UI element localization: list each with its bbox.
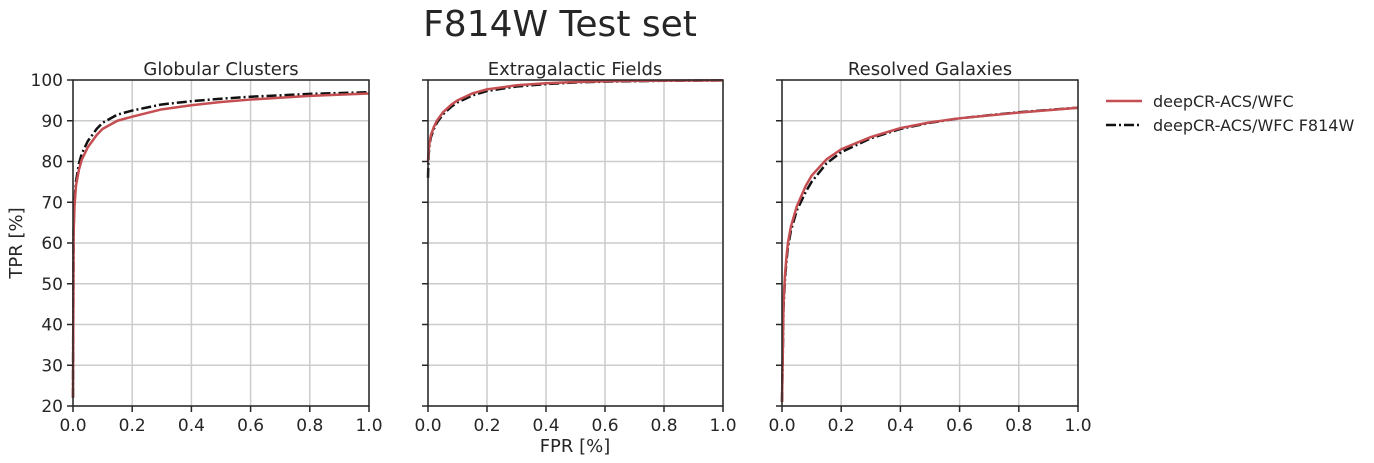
x-tick-label: 0.6 <box>946 416 973 436</box>
x-tick-label: 0.8 <box>296 416 323 436</box>
grid <box>427 79 724 407</box>
panel-title: Extragalactic Fields <box>488 59 663 80</box>
x-tick-label: 0.0 <box>59 416 86 436</box>
y-tick-label: 70 <box>41 193 63 213</box>
y-tick-label: 60 <box>41 234 63 254</box>
x-tick-label: 0.8 <box>1005 416 1032 436</box>
panel-title: Globular Clusters <box>143 59 298 80</box>
series-group <box>426 79 724 178</box>
x-axis-label: FPR [%] <box>540 436 611 457</box>
panel-title: Resolved Galaxies <box>848 59 1012 80</box>
x-tick-label: 0.4 <box>532 416 559 436</box>
series-group <box>780 106 1079 402</box>
series-line-deepcr <box>426 79 724 162</box>
series-line-deepcr-f814w <box>780 106 1079 402</box>
ticks: 0.0 0.2 0.4 0.6 0.8 1.0 <box>768 79 1092 436</box>
x-tick-label: 1.0 <box>709 416 736 436</box>
grid <box>72 79 370 407</box>
x-tick-label: 0.4 <box>887 416 914 436</box>
ticks: 0.0 0.2 0.4 0.6 0.8 1.0 20 30 40 50 60 70 80 90 100 <box>31 71 383 436</box>
x-tick-label: 0.4 <box>178 416 205 436</box>
ticks: 0.0 0.2 0.4 0.6 0.8 1.0 <box>414 79 737 436</box>
legend-label: deepCR-ACS/WFC <box>1153 92 1294 111</box>
panel-globular-clusters: Globular Clusters 0.0 0.2 0.4 0.6 0.8 1.0 20 30… <box>6 59 383 436</box>
x-tick-label: 0.0 <box>414 416 441 436</box>
y-axis-label: TPR [%] <box>6 207 27 279</box>
series-line-deepcr-f814w <box>426 79 724 178</box>
y-tick-label: 100 <box>31 71 63 91</box>
y-tick-label: 80 <box>41 153 63 173</box>
x-tick-label: 0.2 <box>473 416 500 436</box>
series-line-deepcr-f814w <box>71 90 370 398</box>
grid <box>781 79 1079 407</box>
series-line-deepcr <box>780 106 1079 402</box>
y-tick-label: 50 <box>41 275 63 295</box>
y-tick-label: 90 <box>41 112 63 132</box>
y-tick-label: 30 <box>41 356 63 376</box>
figure-title: F814W Test set <box>423 4 697 45</box>
x-tick-label: 0.2 <box>828 416 855 436</box>
x-tick-label: 1.0 <box>355 416 382 436</box>
x-tick-label: 0.8 <box>650 416 677 436</box>
x-tick-label: 0.6 <box>591 416 618 436</box>
x-tick-label: 0.2 <box>119 416 146 436</box>
panel-extragalactic-fields: Extragalactic Fields 0.0 0.2 0.4 0.6 0.8 1.0 … <box>414 59 736 457</box>
panel-resolved-galaxies: Resolved Galaxies 0.0 0.2 0.4 0.6 0.8 1.0 <box>768 59 1091 436</box>
series-line-deepcr <box>71 92 370 398</box>
x-tick-label: 0.6 <box>237 416 264 436</box>
x-tick-label: 1.0 <box>1064 416 1091 436</box>
series-group <box>71 90 370 398</box>
legend-label: deepCR-ACS/WFC F814W <box>1153 116 1354 135</box>
legend: deepCR-ACS/WFC deepCR-ACS/WFC F814W <box>1106 92 1354 135</box>
y-tick-label: 40 <box>41 316 63 336</box>
y-tick-label: 20 <box>41 397 63 417</box>
x-tick-label: 0.0 <box>768 416 795 436</box>
